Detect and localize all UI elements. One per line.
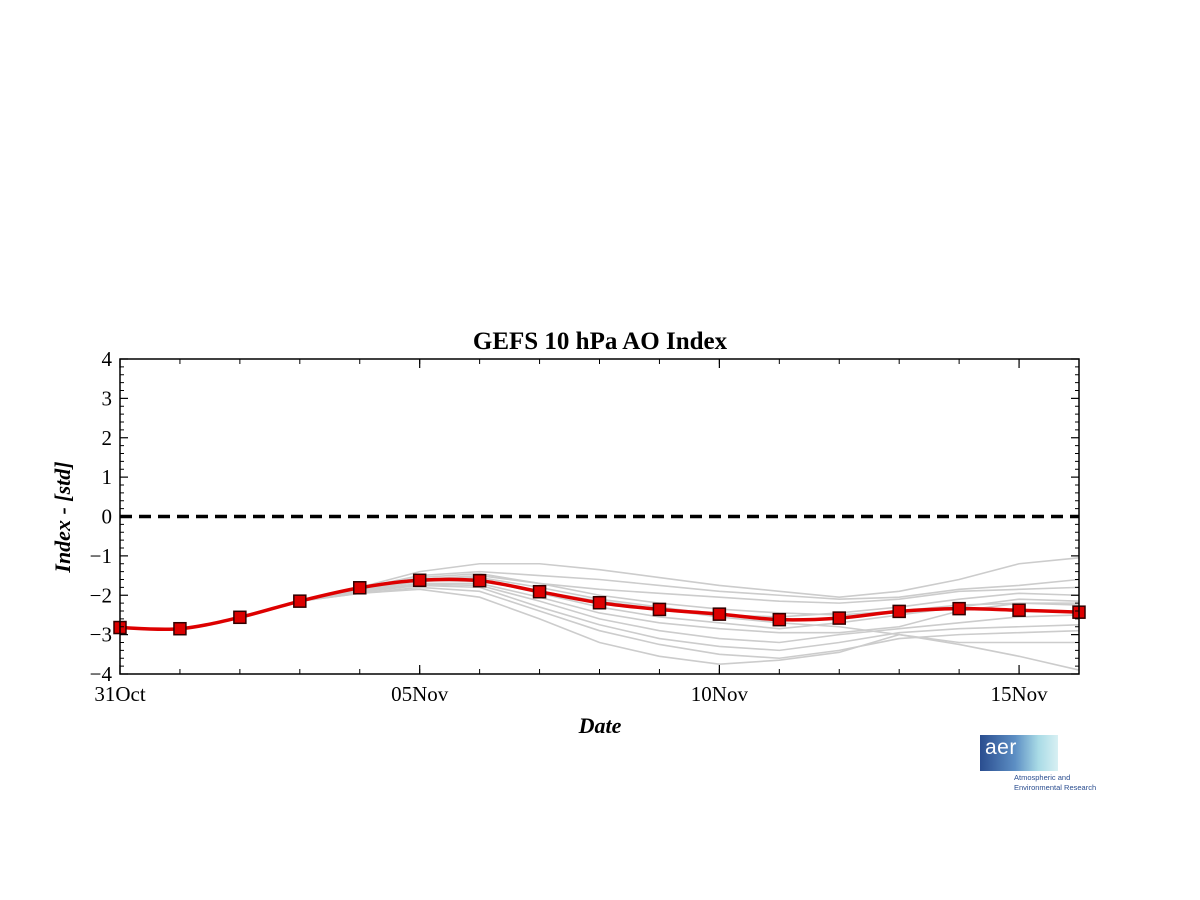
ensemble-mean-marker: [532, 584, 547, 599]
x-tick-label: 05Nov: [391, 682, 449, 706]
ensemble-mean-marker: [412, 573, 427, 588]
y-axis-label: Index - [std]: [50, 461, 75, 573]
ensemble-member-line: [299, 584, 1080, 652]
y-tick-label: −4: [90, 662, 113, 686]
ensemble-mean-marker: [233, 610, 247, 625]
x-tick-label: 15Nov: [990, 682, 1048, 706]
aer-logo: aer Atmospheric and Environmental Resear…: [980, 735, 1112, 797]
ensemble-mean-marker: [892, 604, 906, 619]
ensemble-mean-marker: [472, 573, 487, 588]
ensemble-mean-marker: [592, 595, 607, 610]
aer-logo-mark: aer: [980, 735, 1058, 771]
ensemble-mean-marker: [952, 601, 966, 616]
ensemble-mean-marker: [772, 612, 787, 627]
ensemble-mean-marker: [353, 581, 367, 595]
ensemble-mean-marker: [1012, 603, 1026, 617]
aer-logo-subtitle: Atmospheric and Environmental Research: [1014, 773, 1096, 793]
x-axis-label: Date: [578, 713, 622, 738]
ensemble-mean-series: [113, 573, 1086, 636]
ensemble-member-line: [299, 557, 1080, 602]
chart-title: GEFS 10 hPa AO Index: [473, 328, 728, 355]
y-tick-label: −1: [90, 544, 112, 568]
aer-logo-line2: Environmental Research: [1014, 783, 1097, 792]
ensemble-member-line: [299, 570, 1080, 602]
ensemble-member-line: [299, 586, 1080, 660]
y-tick-label: 2: [102, 426, 113, 450]
y-tick-label: −2: [90, 583, 112, 607]
ensemble-member-line: [299, 582, 1080, 634]
ensemble-mean-marker: [652, 602, 667, 617]
ensemble-member-line: [299, 588, 1080, 671]
y-tick-label: 1: [102, 465, 113, 489]
y-tick-label: 3: [102, 386, 113, 410]
ensemble-mean-marker: [293, 594, 307, 608]
ensemble-member-line: [299, 583, 1080, 644]
ensemble-member-line: [299, 572, 1080, 604]
ensemble-mean-marker: [173, 621, 187, 636]
aer-logo-word: aer: [985, 736, 1017, 759]
y-tick-label: 0: [102, 505, 113, 529]
y-tick-label: 4: [102, 347, 113, 371]
y-tick-label: −3: [90, 623, 112, 647]
x-tick-label: 10Nov: [691, 682, 749, 706]
aer-logo-line1: Atmospheric and: [1014, 773, 1071, 782]
ensemble-mean-marker: [712, 607, 727, 621]
ensemble-members: [299, 557, 1080, 671]
ensemble-mean-marker: [832, 611, 846, 625]
x-tick-label: 31Oct: [94, 682, 145, 706]
